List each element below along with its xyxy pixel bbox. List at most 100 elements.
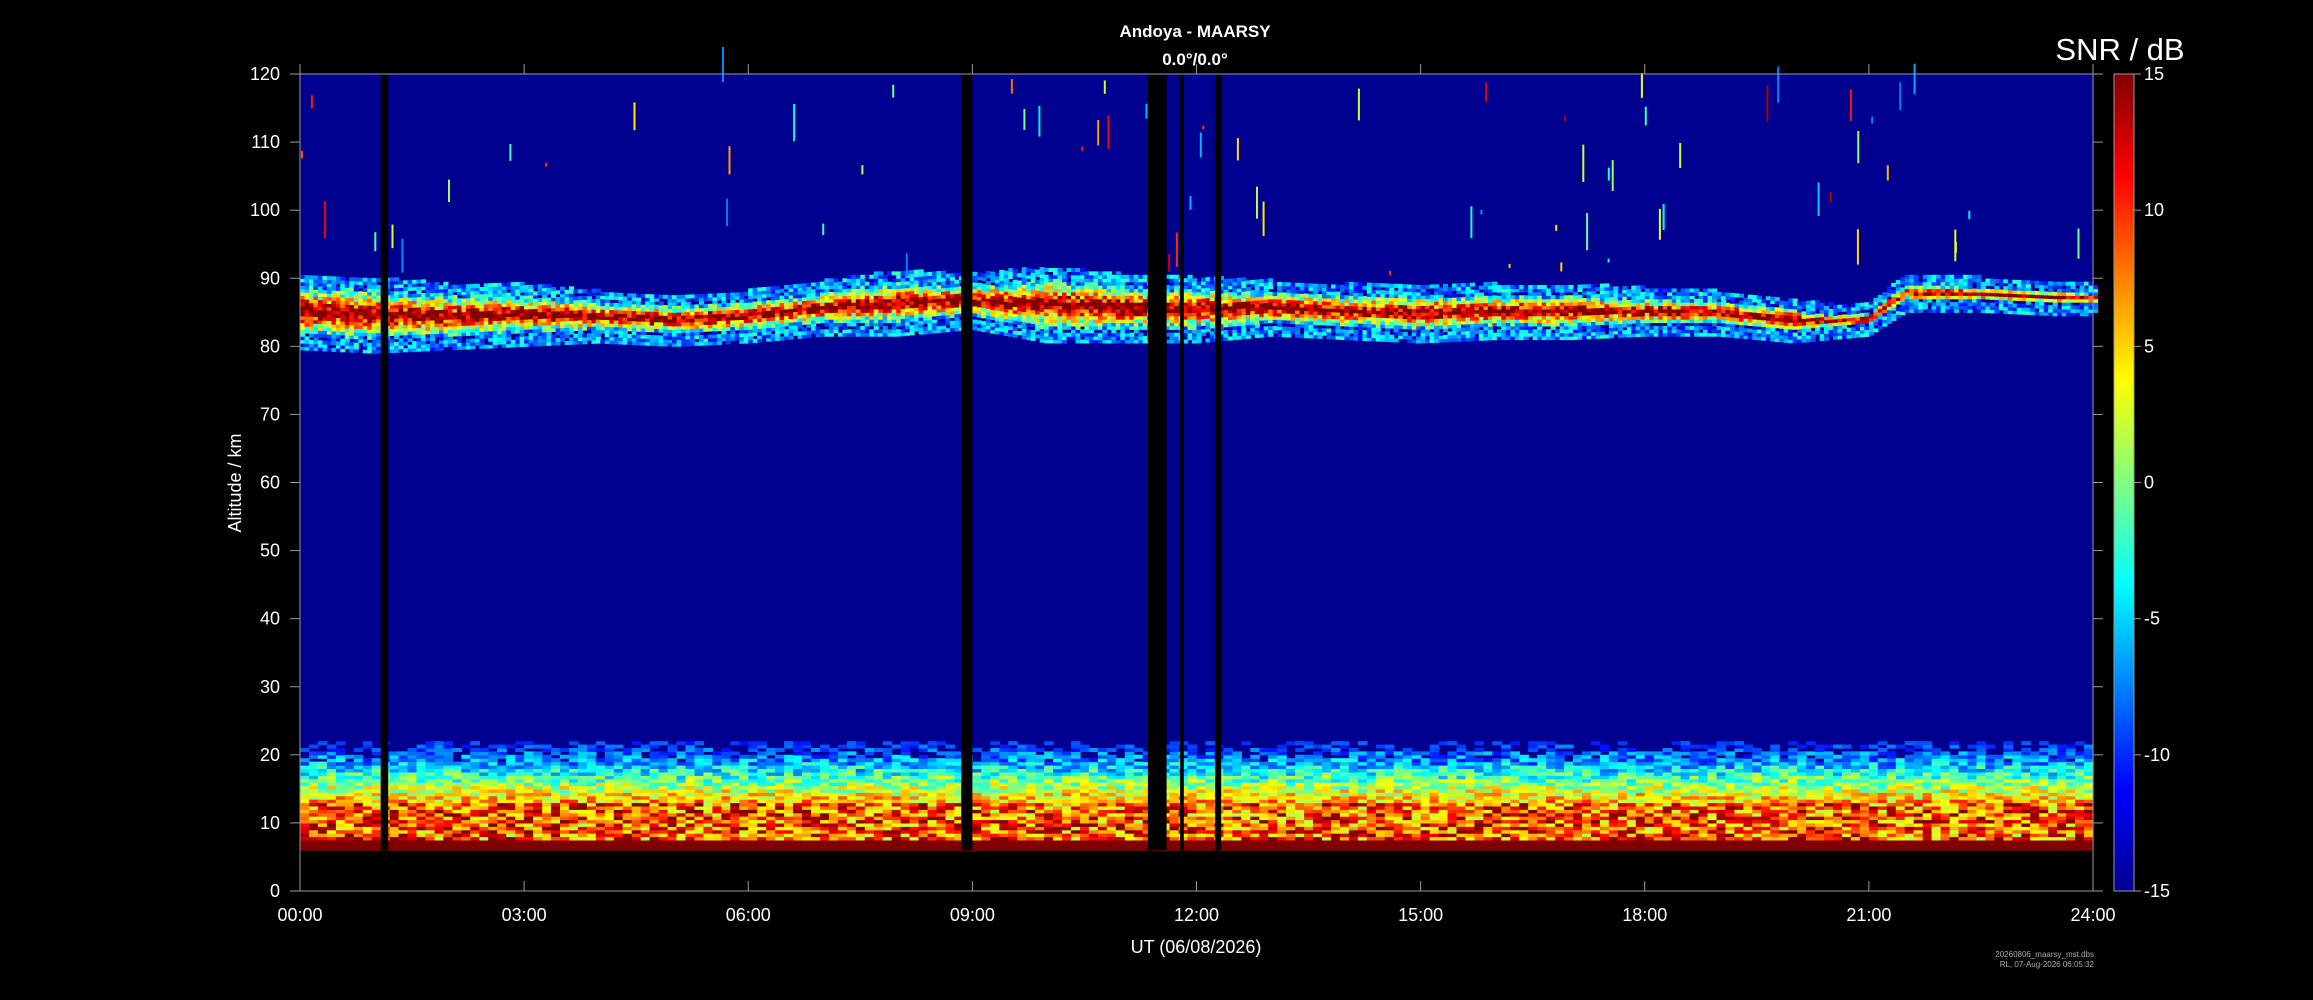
heatmap-cell bbox=[1631, 329, 1637, 334]
heatmap-cell bbox=[999, 300, 1005, 305]
heatmap-cell bbox=[1259, 289, 1265, 294]
heatmap-cell bbox=[667, 301, 673, 306]
heatmap-cell bbox=[1093, 291, 1099, 296]
heatmap-cell bbox=[712, 320, 718, 325]
heatmap-cell bbox=[1044, 284, 1050, 289]
heatmap-cell bbox=[358, 277, 364, 282]
heatmap-cell bbox=[600, 339, 606, 344]
heatmap-cell bbox=[627, 323, 633, 328]
heatmap-cell bbox=[461, 284, 467, 289]
heatmap-cell bbox=[1559, 332, 1565, 337]
heatmap-cell bbox=[398, 307, 404, 312]
heatmap-cell bbox=[1232, 281, 1238, 286]
heatmap-cell bbox=[479, 327, 485, 332]
heatmap-cell bbox=[896, 291, 902, 296]
heatmap-cell bbox=[994, 310, 1000, 314]
heatmap-cell bbox=[1286, 333, 1292, 338]
heatmap-cell bbox=[739, 299, 745, 303]
heatmap-cell bbox=[497, 323, 503, 328]
heatmap-cell bbox=[1187, 329, 1193, 334]
heatmap-cell bbox=[1286, 296, 1292, 301]
heatmap-cell bbox=[1568, 298, 1574, 303]
heatmap-cell bbox=[1169, 302, 1175, 307]
heatmap-cell bbox=[1062, 336, 1068, 341]
heatmap-cell bbox=[394, 331, 400, 336]
heatmap-cell bbox=[465, 318, 471, 323]
heatmap-cell bbox=[403, 287, 409, 292]
heatmap-cell bbox=[663, 305, 669, 310]
heatmap-cell bbox=[1393, 314, 1399, 319]
heatmap-cell bbox=[1124, 295, 1130, 300]
heatmap-cell bbox=[645, 307, 651, 312]
heatmap-cell bbox=[1353, 336, 1359, 341]
heatmap-cell bbox=[725, 303, 731, 307]
heatmap-cell bbox=[1622, 330, 1628, 335]
heatmap-cell bbox=[322, 344, 328, 349]
heatmap-cell bbox=[1035, 279, 1041, 284]
heatmap-cell bbox=[1492, 322, 1498, 327]
heatmap-cell bbox=[1008, 315, 1014, 320]
heatmap-cell bbox=[1250, 314, 1256, 318]
heatmap-cell bbox=[300, 339, 306, 344]
heatmap-cell bbox=[430, 309, 436, 314]
heatmap-cell bbox=[349, 328, 355, 333]
heatmap-cell bbox=[1389, 307, 1395, 312]
heatmap-cell bbox=[1295, 289, 1301, 294]
heatmap-cell bbox=[640, 334, 646, 339]
heatmap-cell bbox=[340, 338, 346, 343]
heatmap-cell bbox=[1313, 310, 1319, 315]
heatmap-cell bbox=[1138, 332, 1144, 337]
heatmap-cell bbox=[1053, 315, 1059, 320]
heatmap-cell bbox=[1353, 319, 1359, 324]
heatmap-cell bbox=[712, 334, 718, 339]
heatmap-cell bbox=[1259, 285, 1265, 290]
heatmap-cell bbox=[941, 301, 947, 306]
heatmap-cell bbox=[604, 312, 610, 317]
heatmap-cell bbox=[730, 330, 736, 334]
heatmap-cell bbox=[1187, 274, 1193, 279]
heatmap-cell bbox=[326, 334, 332, 338]
heatmap-cell bbox=[981, 276, 987, 281]
heatmap-cell bbox=[300, 343, 306, 347]
heatmap-cell bbox=[492, 344, 498, 349]
heatmap-cell bbox=[1066, 325, 1072, 330]
heatmap-cell bbox=[941, 297, 947, 302]
heatmap-cell bbox=[479, 293, 485, 298]
heatmap-cell bbox=[743, 312, 749, 317]
heatmap-cell bbox=[497, 310, 503, 314]
heatmap-cell bbox=[1559, 288, 1565, 293]
heatmap-cell bbox=[353, 321, 359, 326]
heatmap-cell bbox=[815, 319, 821, 324]
heatmap-cell bbox=[654, 304, 660, 309]
heatmap-cell bbox=[1039, 273, 1045, 278]
heatmap-cell bbox=[1088, 332, 1094, 337]
heatmap-cell bbox=[1088, 336, 1094, 341]
heatmap-cell bbox=[412, 283, 418, 288]
heatmap-cell bbox=[1223, 302, 1229, 307]
heatmap-cell bbox=[1012, 275, 1018, 280]
heatmap-cell bbox=[1250, 290, 1256, 295]
heatmap-cell bbox=[1335, 332, 1341, 337]
heatmap-cell bbox=[492, 293, 498, 298]
heatmap-cell bbox=[1420, 315, 1426, 320]
heatmap-cell bbox=[1245, 307, 1251, 312]
heatmap-cell bbox=[1514, 315, 1520, 320]
heatmap-cell bbox=[304, 282, 310, 286]
heatmap-cell bbox=[1263, 316, 1269, 321]
heatmap-cell bbox=[976, 306, 982, 311]
heatmap-cell bbox=[1308, 297, 1314, 302]
heatmap-cell bbox=[371, 332, 377, 337]
heatmap-cell bbox=[891, 332, 897, 337]
heatmap-cell bbox=[1142, 315, 1148, 320]
heatmap-cell bbox=[954, 279, 960, 284]
heatmap-cell bbox=[430, 340, 436, 345]
heatmap-cell bbox=[1218, 286, 1224, 291]
heatmap-cell bbox=[1111, 295, 1117, 300]
heatmap-cell bbox=[851, 332, 857, 337]
heatmap-cell bbox=[434, 302, 440, 307]
heatmap-cell bbox=[1568, 315, 1574, 320]
heatmap-cell bbox=[945, 311, 951, 316]
heatmap-cell bbox=[1339, 322, 1345, 327]
heatmap-cell bbox=[914, 286, 920, 291]
heatmap-cell bbox=[654, 318, 660, 323]
